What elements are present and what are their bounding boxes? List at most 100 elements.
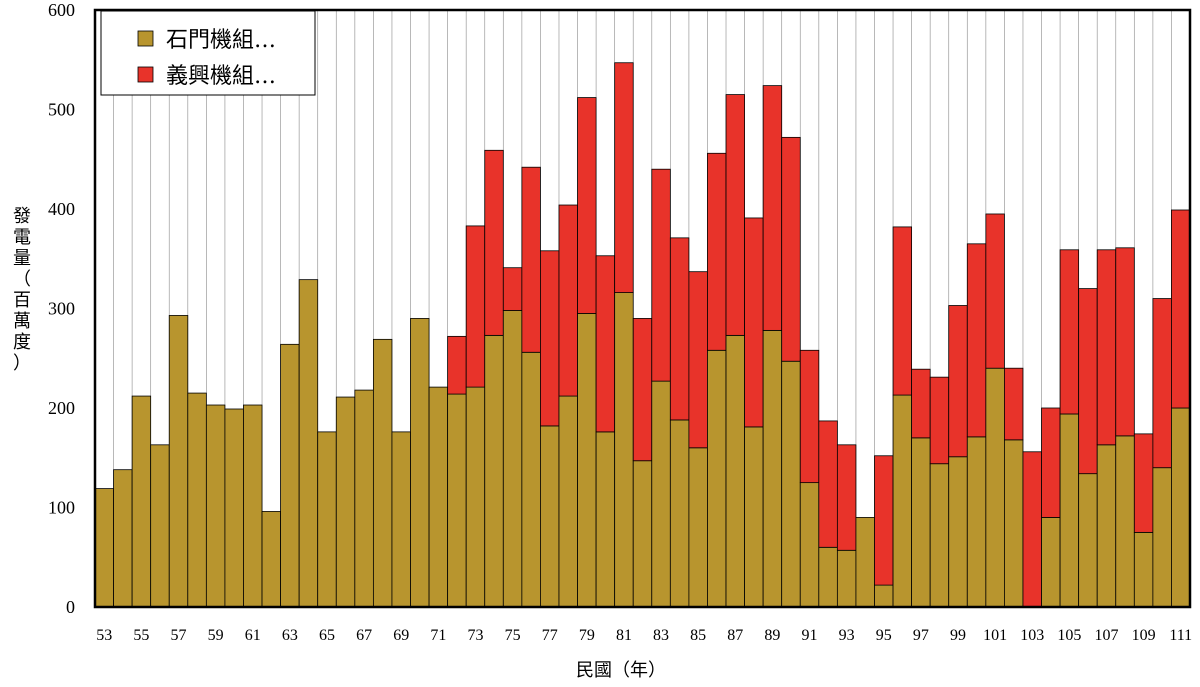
bar-shimen-99 [948, 456, 968, 608]
legend-swatch-yixing [137, 66, 154, 83]
bar-shimen-94 [855, 517, 875, 608]
x-tick-label: 65 [319, 627, 335, 644]
bar-shimen-71 [428, 386, 449, 608]
bar-yixing-92 [818, 420, 838, 548]
bar-shimen-108 [1115, 435, 1135, 608]
bar-yixing-90 [781, 136, 801, 362]
x-tick-label: 91 [802, 627, 818, 644]
bar-shimen-111 [1171, 407, 1191, 608]
bar-yixing-79 [577, 97, 597, 314]
bar-shimen-63 [280, 343, 300, 608]
x-tick-label: 69 [393, 627, 409, 644]
x-tick-label: 93 [839, 627, 855, 644]
bar-yixing-74 [484, 149, 504, 336]
x-axis-ticks: 53 55 57 59 61 63 65 67 69 71 73 75 77 79 81 83 85 87 89 91… [96, 627, 1192, 644]
legend-label-yixing: 義興機組… [166, 64, 276, 89]
x-tick-label: 103 [1020, 627, 1044, 644]
bar-shimen-65 [317, 431, 337, 608]
bar-yixing-100 [966, 243, 987, 438]
bar-yixing-108 [1115, 247, 1135, 437]
bar-shimen-61 [243, 404, 263, 608]
bar-shimen-77 [540, 425, 560, 608]
bar-shimen-53 [94, 488, 114, 608]
x-tick-label: 71 [430, 627, 446, 644]
bar-shimen-78 [558, 395, 578, 608]
bar-yixing-101 [985, 213, 1005, 369]
bar-shimen-82 [632, 460, 653, 608]
bar-yixing-95 [874, 455, 894, 586]
x-tick-label: 81 [616, 627, 632, 644]
bar-yixing-84 [669, 237, 690, 421]
x-tick-label: 77 [542, 627, 558, 644]
bar-yixing-76 [521, 166, 541, 353]
x-tick-label: 57 [171, 627, 187, 644]
bar-yixing-82 [632, 318, 653, 462]
bar-shimen-89 [762, 329, 783, 608]
bar-yixing-73 [465, 225, 486, 388]
x-tick-label: 111 [1169, 627, 1192, 644]
bar-shimen-64 [298, 279, 319, 608]
bar-shimen-92 [818, 546, 838, 608]
bar-shimen-110 [1152, 467, 1172, 608]
bar-shimen-60 [224, 408, 244, 608]
x-tick-label: 107 [1094, 627, 1118, 644]
bar-yixing-77 [540, 250, 560, 427]
bar-shimen-68 [372, 338, 393, 608]
bar-shimen-81 [614, 292, 634, 608]
bar-shimen-95 [874, 584, 894, 608]
bar-shimen-76 [521, 351, 541, 608]
bar-shimen-91 [799, 482, 820, 608]
legend: 石門機組… 義興機組… [100, 10, 316, 96]
x-tick-label: 61 [245, 627, 261, 644]
bar-yixing-103 [1022, 451, 1042, 608]
bar-shimen-101 [985, 367, 1005, 608]
bar-yixing-104 [1041, 407, 1061, 518]
y-tick-label: 0 [66, 597, 75, 617]
bar-yixing-107 [1096, 249, 1117, 446]
bar-shimen-102 [1004, 439, 1024, 608]
bar-yixing-80 [595, 255, 616, 433]
bar-yixing-109 [1133, 433, 1154, 533]
bar-shimen-57 [168, 315, 189, 608]
bar-shimen-93 [836, 549, 857, 608]
bar-yixing-89 [762, 85, 783, 331]
bar-yixing-106 [1078, 288, 1098, 475]
bar-yixing-105 [1059, 249, 1080, 415]
bar-yixing-99 [948, 305, 968, 458]
bar-shimen-109 [1133, 531, 1154, 608]
bar-yixing-111 [1171, 209, 1191, 409]
legend-swatch-shimen [137, 30, 154, 47]
bar-shimen-96 [892, 394, 913, 608]
bar-yixing-91 [799, 349, 820, 484]
x-tick-label: 67 [356, 627, 372, 644]
x-tick-label: 95 [876, 627, 892, 644]
x-tick-label: 63 [282, 627, 298, 644]
bar-shimen-107 [1096, 444, 1117, 608]
bar-yixing-78 [558, 204, 578, 397]
x-tick-label: 105 [1057, 627, 1081, 644]
bar-shimen-80 [595, 431, 616, 608]
bar-shimen-67 [354, 389, 374, 608]
bar-yixing-110 [1152, 298, 1172, 469]
bar-yixing-102 [1004, 367, 1024, 441]
bar-yixing-85 [688, 271, 708, 449]
bar-shimen-87 [725, 334, 745, 608]
y-tick-label: 600 [48, 0, 75, 20]
bar-shimen-100 [966, 436, 987, 608]
bar-shimen-79 [577, 313, 597, 608]
bar-shimen-98 [929, 463, 950, 608]
bar-shimen-59 [205, 404, 226, 608]
bar-shimen-97 [911, 437, 931, 608]
bar-shimen-69 [391, 431, 411, 608]
bar-shimen-70 [410, 318, 430, 608]
bar-shimen-104 [1041, 517, 1061, 608]
bar-yixing-96 [892, 226, 913, 396]
bar-yixing-87 [725, 94, 745, 336]
y-tick-label: 100 [48, 498, 75, 518]
bar-yixing-88 [744, 217, 764, 428]
x-tick-label: 83 [653, 627, 669, 644]
bar-yixing-97 [911, 368, 931, 439]
x-tick-label: 85 [690, 627, 706, 644]
y-tick-label: 500 [48, 100, 75, 120]
